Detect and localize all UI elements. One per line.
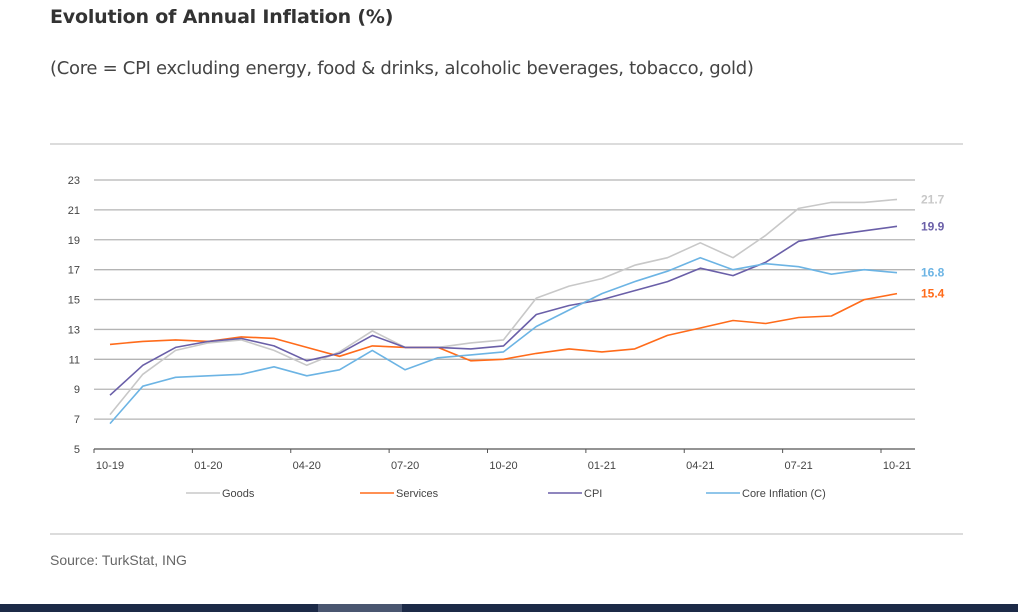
y-tick-label: 5: [74, 444, 80, 456]
x-tick-label: 01-21: [588, 460, 616, 472]
chart-title: Evolution of Annual Inflation (%): [50, 6, 394, 28]
end-label-goods: 21.7: [921, 192, 945, 206]
legend-item-goods: Goods: [186, 488, 255, 500]
x-tick-label: 07-20: [391, 460, 419, 472]
end-labels: 21.7 15.4 19.9 16.8: [921, 192, 945, 300]
top-divider: [50, 143, 963, 145]
end-label-services: 15.4: [921, 287, 945, 301]
end-label-cpi: 19.9: [921, 219, 945, 233]
legend-item-core-inflation-c: Core Inflation (C): [706, 488, 826, 500]
x-tick-label: 01-20: [194, 460, 222, 472]
series-line-goods: [109, 198, 898, 416]
x-tick-label: 10-21: [883, 460, 911, 472]
legend-label: Core Inflation (C): [742, 488, 826, 500]
end-label-core-inflation-c: 16.8: [921, 266, 945, 280]
y-tick-label: 9: [74, 384, 80, 396]
y-tick-label: 23: [68, 175, 80, 187]
x-axis: 10-19 01-20 04-20 07-20 10-20 01-21 04-21 07-21…: [93, 448, 915, 472]
y-axis: 5 7 9 11 13 15 17 19 21 23: [68, 175, 80, 456]
legend-item-cpi: CPI: [548, 488, 602, 500]
y-tick-label: 17: [68, 265, 80, 277]
source-note: Source: TurkStat, ING: [50, 552, 187, 568]
bottom-divider: [50, 533, 963, 535]
legend-label: CPI: [584, 488, 602, 500]
footer-tab[interactable]: [318, 604, 402, 612]
y-tick-label: 7: [74, 414, 80, 426]
legend-label: Goods: [222, 488, 255, 500]
legend-label: Services: [396, 488, 439, 500]
footer-bar: [0, 604, 1018, 612]
chart-subtitle: (Core = CPI excluding energy, food & dri…: [50, 58, 754, 79]
series-line-cpi: [109, 225, 898, 396]
series-line-services: [109, 292, 898, 362]
x-tick-label: 04-21: [686, 460, 714, 472]
y-tick-label: 13: [68, 324, 80, 336]
series-line-core-inflation-c: [109, 256, 898, 425]
legend-item-services: Services: [360, 488, 439, 500]
legend: Goods Services CPI Core Inflation (C): [186, 488, 826, 500]
x-tick-label: 10-20: [489, 460, 517, 472]
gridlines: [94, 179, 915, 420]
y-tick-label: 15: [68, 295, 80, 307]
x-tick-label: 04-20: [293, 460, 321, 472]
series-lines: [109, 198, 898, 425]
y-tick-label: 11: [69, 354, 80, 366]
x-tick-label: 07-21: [785, 460, 813, 472]
y-tick-label: 21: [68, 205, 80, 217]
x-tick-label: 10-19: [96, 460, 124, 472]
y-tick-label: 19: [68, 235, 80, 247]
